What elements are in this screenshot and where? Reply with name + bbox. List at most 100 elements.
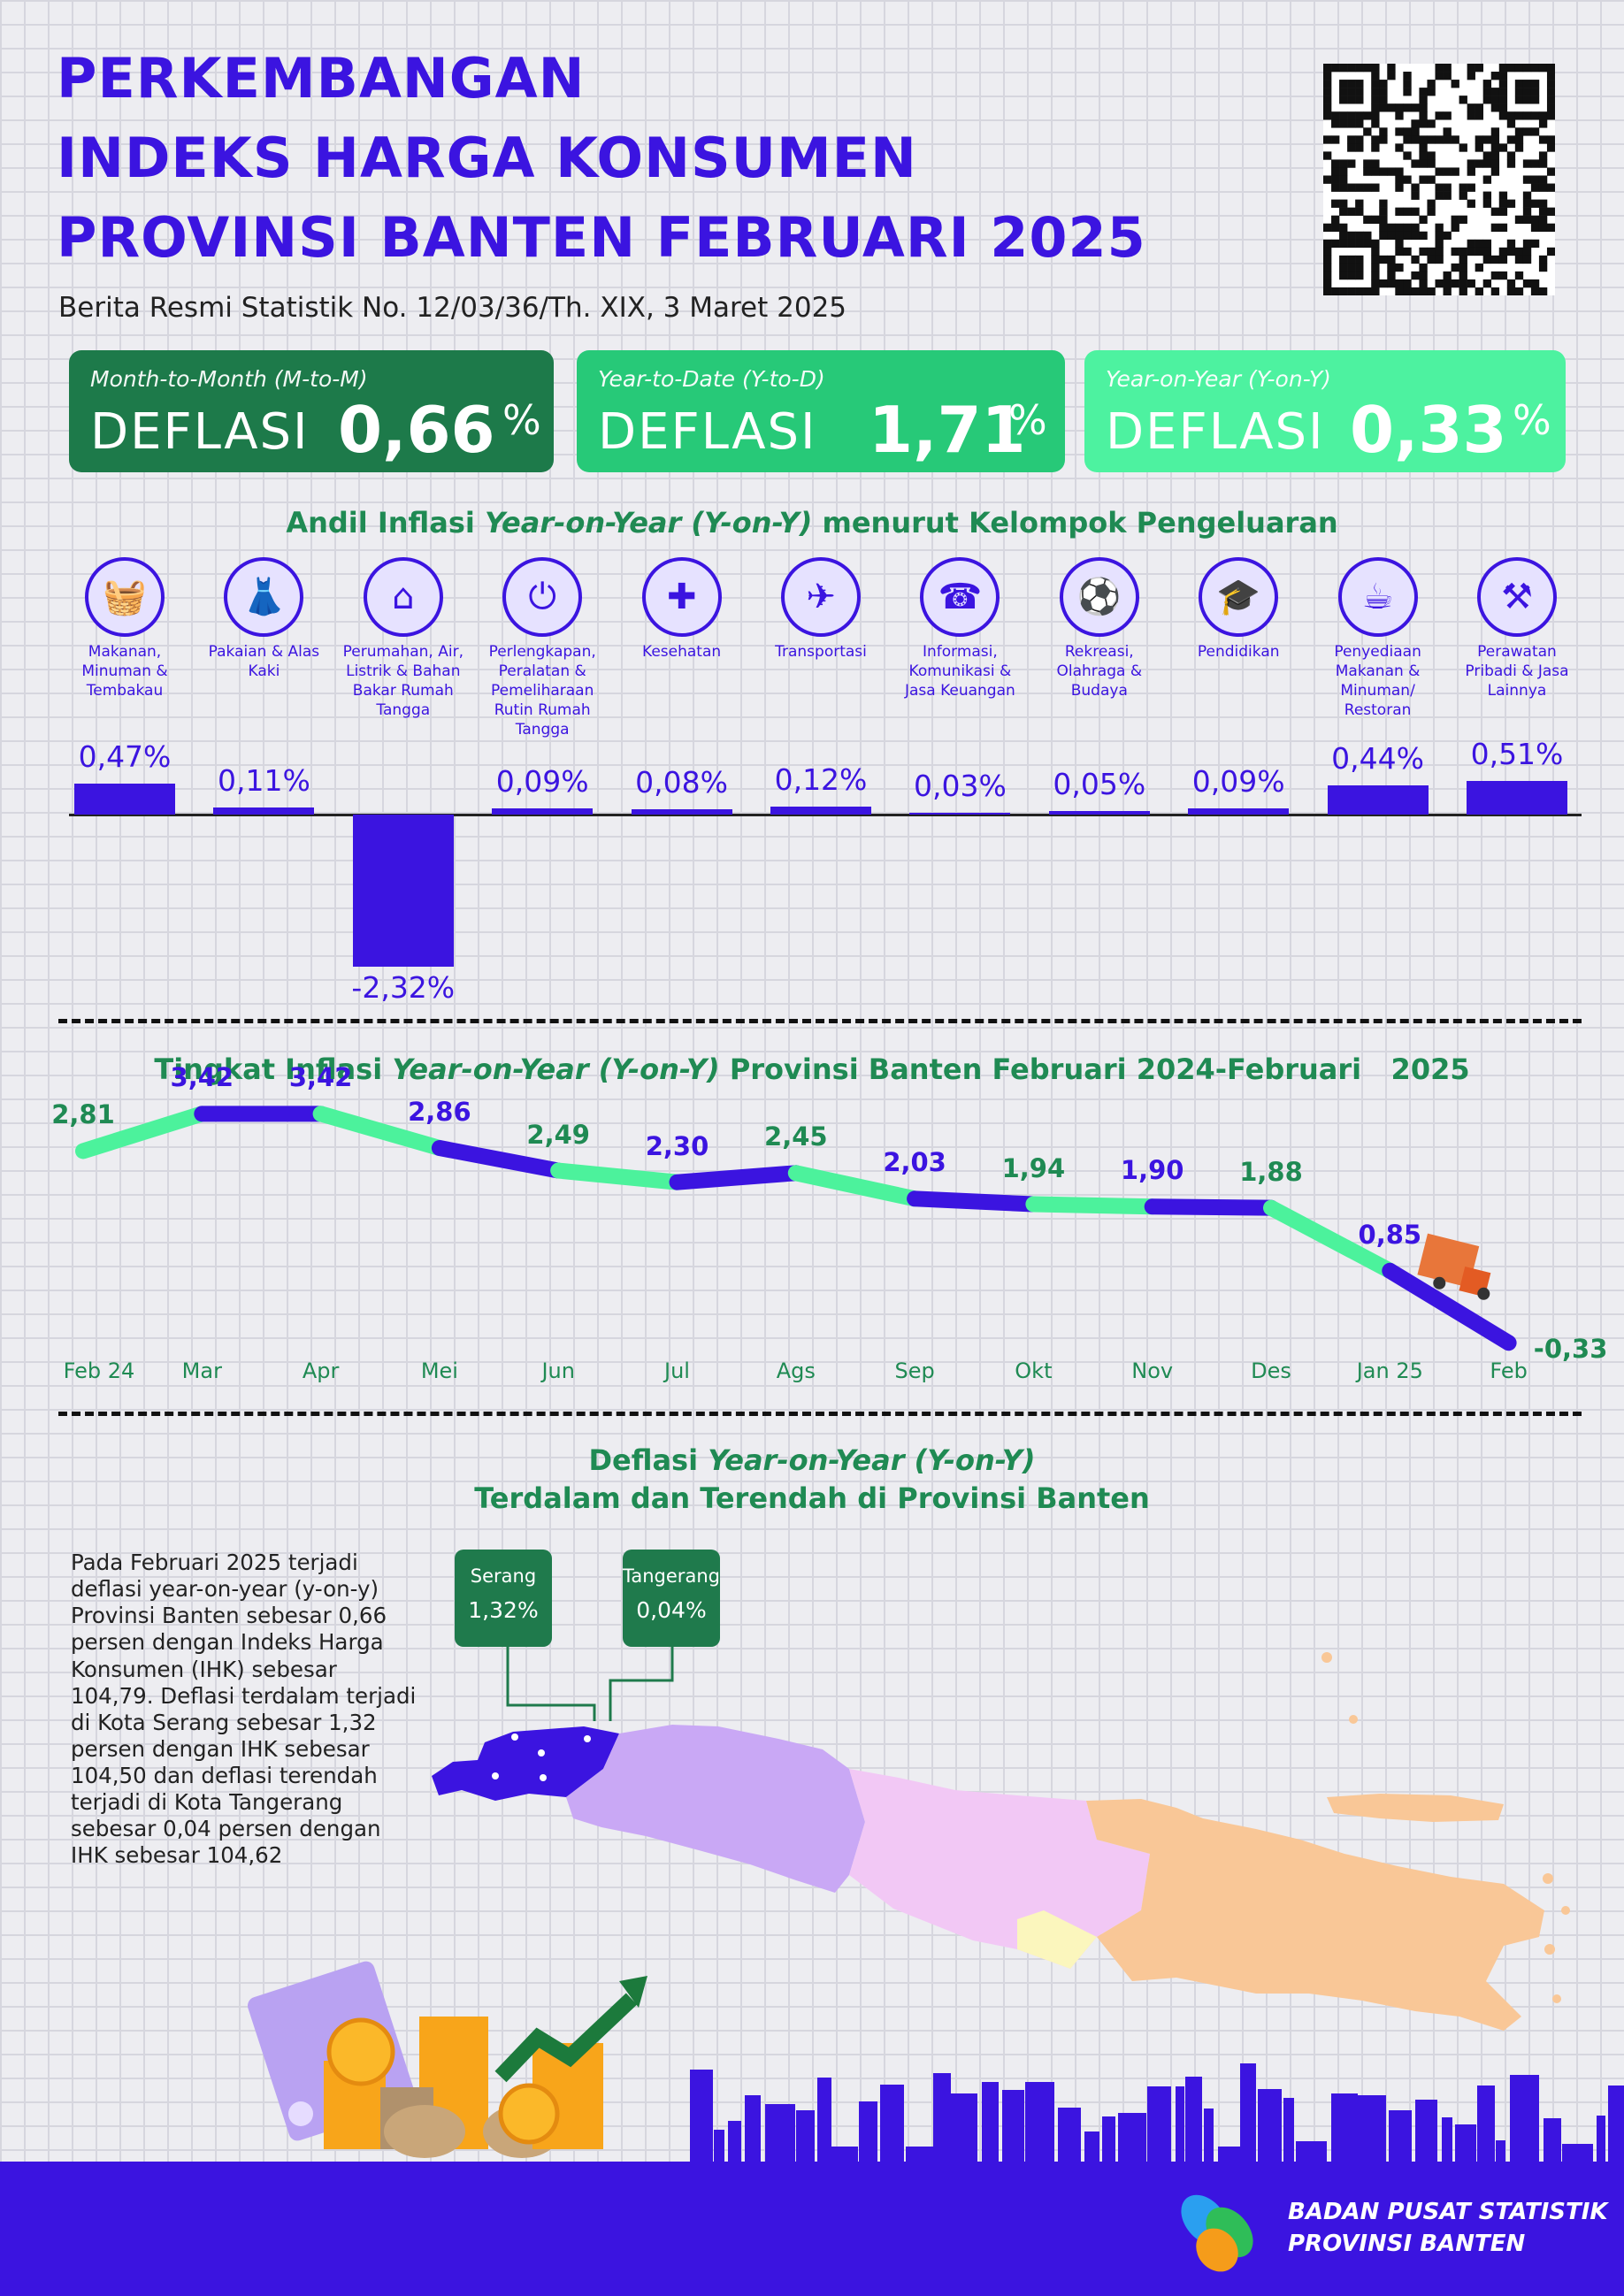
category-label: Makanan, Minuman & Tembakau [81,643,168,700]
graduation-cap-icon: 🎓 [1199,557,1279,637]
line-value-label: 2,03 [883,1147,946,1178]
line-segment [907,1190,1042,1213]
bar [213,807,315,815]
bar-value-label: 0,05% [1053,767,1146,802]
trend-title: Tingkat Inflasi Year-on-Year (Y-on-Y) Pr… [0,1052,1624,1086]
phone-icon: ☎ [920,557,1000,637]
month-tick-label: Mei [420,1358,458,1383]
line-value-label: 3,42 [170,1062,234,1093]
subtitle: Berita Resmi Statistik No. 12/03/36/Th. … [58,292,847,324]
andil-title-em: Year-on-Year (Y-on-Y) [485,506,813,540]
stat-ytd-label: Year-to-Date (Y-to-D) [598,366,825,392]
line-segment [669,1165,804,1190]
map-region-madura [1327,1794,1504,1822]
bar [909,812,1011,815]
map-region-jawa-timur [1086,1799,1544,2031]
month-tick-label: Jul [664,1358,690,1383]
bar-value-label: 0,08% [635,765,729,800]
month-tick-label: Okt [1015,1358,1053,1383]
line-value-label: 1,88 [1239,1156,1303,1187]
bar [492,808,594,815]
stat-mtm-kind: DEFLASI [90,403,310,461]
airplane-icon: ✈ [781,557,861,637]
bar-value-label: -2,32% [351,970,456,1005]
football-player-icon: ⚽ [1059,557,1139,637]
category-label: Pendidikan [1197,643,1280,661]
title-line-1: PERKEMBANGAN [57,46,586,111]
trend-title-pre: Tingkat Inflasi [154,1052,393,1086]
first-aid-icon: ✚ [641,557,722,637]
category-label: Pakaian & Alas Kaki [208,643,320,681]
stat-ytd-unit: % [1008,396,1047,444]
map-region-banten [432,1726,619,1801]
month-tick-label: Sep [894,1358,935,1383]
stat-mtm: Month-to-Month (M-to-M) DEFLASI 0,66 % [69,350,554,472]
category-label: Perawatan Pribadi & Jasa Lainnya [1465,643,1569,700]
map-title-pre: Deflasi [588,1443,709,1477]
callout-serang-value: 1,32% [468,1597,539,1623]
dress-icon: 👗 [224,557,304,637]
title-line-2: INDEKS HARGA KONSUMEN [57,126,917,190]
category-label: Transportasi [775,643,867,661]
map-islets [1321,1652,1570,2003]
map-city-dots [492,1733,591,1781]
map-title-em: Year-on-Year (Y-on-Y) [708,1443,1036,1477]
month-tick-label: Feb 24 [63,1358,135,1383]
bar [1048,811,1150,815]
summary-paragraph: Pada Februari 2025 terjadi deflasi year-… [71,1550,417,1869]
divider-2 [58,1412,1582,1416]
footer-org-line2: PROVINSI BANTEN [1288,2231,1526,2257]
callout-serang: Serang 1,32% [455,1550,552,1647]
bar-value-label: 0,47% [78,739,172,775]
qr-code [1323,64,1556,296]
stat-yoy-label: Year-on-Year (Y-on-Y) [1106,366,1331,392]
callout-tangerang: Tangerang 0,04% [623,1550,720,1647]
bar-value-label: 0,51% [1470,737,1564,772]
map-title-line2: Terdalam dan Terendah di Provinsi Banten [474,1481,1150,1516]
map-region-jawa-barat [566,1725,865,1893]
category-label: Perumahan, Air, Listrik & Bahan Bakar Ru… [342,643,463,720]
line-value-label: 3,42 [288,1062,353,1093]
andil-title-post: menurut Kelompok Pengeluaran [812,506,1338,540]
stat-ytd-kind: DEFLASI [598,403,817,461]
line-segment [787,1165,923,1207]
line-segment [431,1140,567,1179]
month-tick-label: Des [1251,1358,1291,1383]
food-basket-icon: 🧺 [85,557,165,637]
line-value-label: 2,86 [408,1097,471,1127]
money-illustration [248,1961,647,2158]
divider-1 [58,1019,1582,1023]
month-tick-label: Feb [1490,1358,1528,1383]
bar [74,784,175,815]
stat-mtm-value: 0,66 [338,393,495,467]
footer: BADAN PUSAT STATISTIK PROVINSI BANTEN [0,2162,1624,2296]
bar [770,807,871,815]
line-value-label: 1,94 [1001,1152,1066,1183]
tools-icon: ⚒ [1477,557,1557,637]
callout-serang-name: Serang [470,1565,537,1587]
bar-value-label: 0,12% [774,762,868,798]
line-segment [1263,1199,1398,1279]
trend-title-em: Year-on-Year (Y-on-Y) [392,1052,720,1086]
city-skyline [690,2063,1624,2167]
month-tick-label: Jan 25 [1356,1358,1423,1383]
plug-icon: ⏻ [502,557,583,637]
category-label: Rekreasi, Olahraga & Budaya [1056,643,1143,700]
map-title-line1: Deflasi Year-on-Year (Y-on-Y) [0,1442,1624,1480]
callout-tangerang-value: 0,04% [636,1597,707,1623]
bar-value-label: 0,03% [913,768,1007,803]
footer-org-line1: BADAN PUSAT STATISTIK [1288,2199,1608,2225]
bar [1467,781,1567,815]
category-label: Kesehatan [642,643,722,661]
callout-tangerang-name: Tangerang [623,1565,720,1587]
line-chart [75,1106,1517,1351]
stat-yoy-unit: % [1513,396,1551,444]
month-tick-label: Apr [302,1358,340,1383]
bar [1188,808,1290,815]
bar [352,815,454,967]
house-icon: ⌂ [363,557,443,637]
bar-value-label: 0,09% [495,764,589,800]
line-value-label: 1,90 [1120,1155,1184,1186]
java-map [432,1647,1570,2031]
callout-connectors [506,1647,674,1721]
